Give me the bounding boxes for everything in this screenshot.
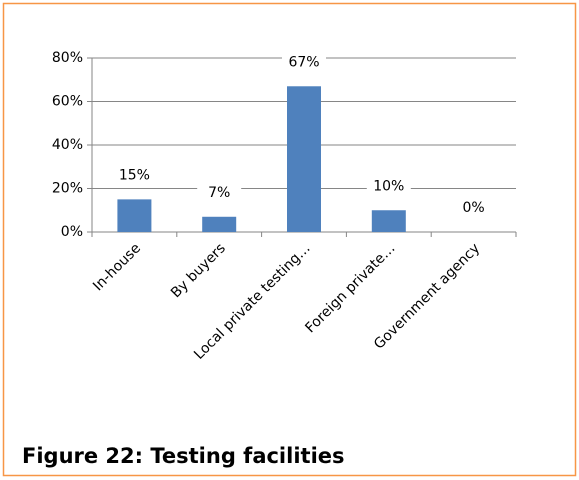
y-tick-label: 80% (52, 50, 83, 66)
bar (287, 86, 321, 233)
data-label-bg (451, 198, 496, 218)
data-label: 0% (462, 200, 484, 216)
bar (117, 199, 152, 232)
caption: Figure 22: Testing facilities (22, 444, 345, 468)
y-tick-label: 60% (52, 94, 83, 110)
data-label-bg (197, 182, 242, 203)
data-label: 7% (208, 185, 230, 201)
y-tick-label: 20% (52, 181, 83, 197)
data-label: 67% (288, 54, 319, 70)
data-label: 15% (119, 167, 150, 183)
data-label-bg (112, 165, 157, 186)
y-tick-label: 40% (52, 137, 83, 153)
data-label-bg (282, 52, 326, 73)
data-label-bg (366, 176, 411, 197)
bar (371, 210, 406, 232)
bar (202, 216, 237, 232)
y-tick-label: 0% (61, 224, 83, 240)
data-label: 10% (373, 178, 404, 194)
